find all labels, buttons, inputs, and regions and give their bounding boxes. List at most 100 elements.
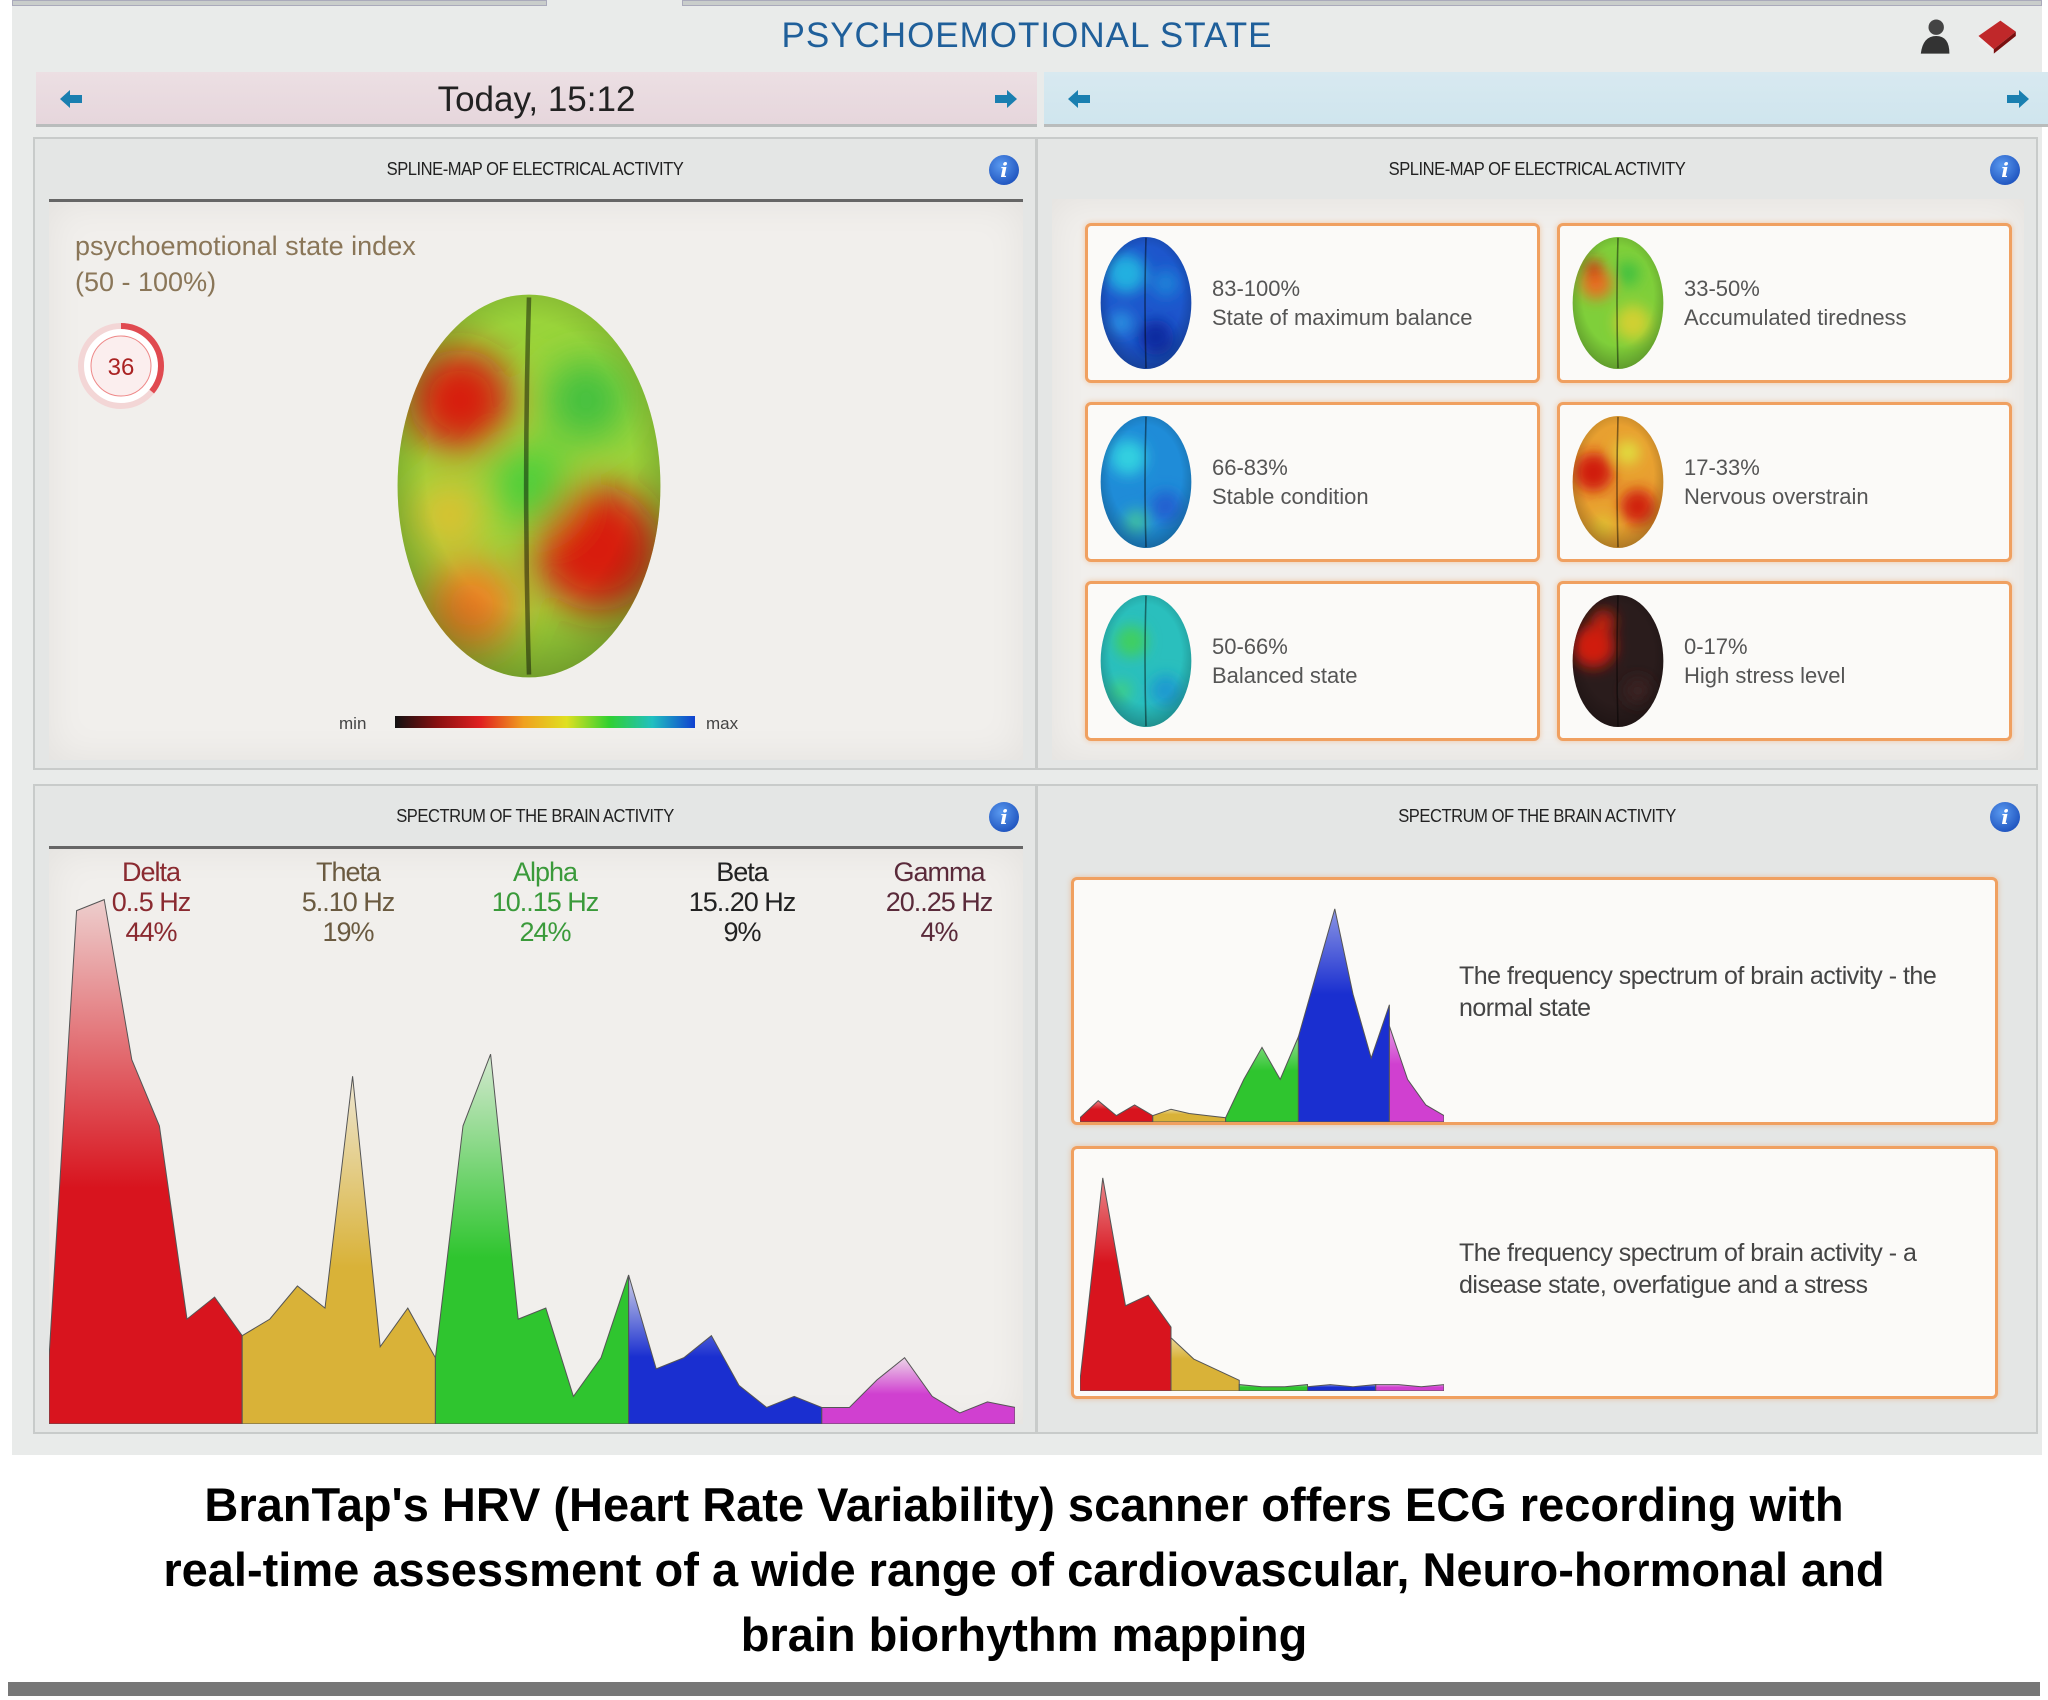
info-icon[interactable]: i (989, 155, 1019, 185)
spectrum-reference-panel: SPECTRUM OF THE BRAIN ACTIVITY i The fre… (1036, 784, 2038, 1434)
brain-thumbnail (1572, 594, 1664, 728)
band-name: Theta (315, 857, 381, 887)
info-icon[interactable]: i (1990, 802, 2020, 832)
panel-title: SPLINE-MAP OF ELECTRICAL ACTIVITY (386, 159, 684, 179)
spectrum-band-delta (1080, 1177, 1172, 1391)
legend-label: Nervous overstrain (1684, 484, 1869, 509)
date-label: Today, 15:12 (437, 80, 636, 119)
legend-card: 17-33% Nervous overstrain (1557, 402, 2012, 562)
spline-legend-panel: SPLINE-MAP OF ELECTRICAL ACTIVITY i 83-1… (1036, 137, 2038, 770)
spectrum-band-beta (628, 1274, 823, 1424)
band-range: 5..10 Hz (301, 887, 396, 917)
brain-map (397, 294, 661, 678)
legend-card: 83-100% State of maximum balance (1085, 223, 1540, 383)
stress-spectrum-plot (1080, 1177, 1444, 1391)
panel-title: SPLINE-MAP OF ELECTRICAL ACTIVITY (1388, 159, 1686, 179)
page-title: PSYCHOEMOTIONAL STATE (781, 16, 1273, 55)
legend-label: High stress level (1684, 663, 1846, 688)
legend-card: 0-17% High stress level (1557, 581, 2012, 741)
band-label: Theta 5..10 Hz 19% (268, 857, 428, 947)
legend-label: Balanced state (1212, 663, 1358, 688)
legend-range: 0-17% (1684, 634, 1748, 659)
spectrum-band-alpha (434, 1053, 630, 1424)
spline-map-panel: SPLINE-MAP OF ELECTRICAL ACTIVITY i psyc… (33, 137, 1037, 770)
index-label: psychoemotional state index (50 - 100%) (75, 228, 416, 300)
spectrum-band-beta (1307, 1384, 1377, 1391)
stress-spectrum-card: The frequency spectrum of brain activity… (1071, 1146, 1998, 1399)
index-gauge: 36 (78, 323, 164, 409)
normal-spectrum-text: The frequency spectrum of brain activity… (1459, 962, 1937, 1022)
spectrum-band-gamma (1388, 1025, 1444, 1122)
legend-range: 33-50% (1684, 276, 1760, 301)
band-name: Alpha (512, 857, 578, 887)
band-name: Gamma (893, 857, 985, 887)
legend-card: 33-50% Accumulated tiredness (1557, 223, 2012, 383)
caption-line: real-time assessment of a wide range of … (163, 1543, 1885, 1596)
top-tab[interactable] (12, 0, 547, 6)
arrow-right-icon[interactable] (2005, 88, 2031, 110)
spline-map-view: psychoemotional state index (50 - 100%) 3… (49, 199, 1023, 760)
brain-thumbnail (1572, 415, 1664, 549)
spectrum-band-alpha (1225, 1036, 1299, 1122)
index-value: 36 (108, 354, 135, 381)
caption-line: BranTap's HRV (Heart Rate Variability) s… (204, 1478, 1844, 1531)
brain-thumbnail (1572, 236, 1664, 370)
book-icon[interactable] (1974, 14, 2018, 58)
legend-area: 83-100% State of maximum balance 33-50% Acc… (1052, 199, 2024, 760)
spectrum-band-gamma (821, 1357, 1015, 1424)
band-percent: 44% (125, 917, 177, 947)
info-icon[interactable]: i (989, 802, 1019, 832)
date-nav-left: Today, 15:12 (36, 72, 1037, 127)
band-percent: 19% (322, 917, 374, 947)
stress-spectrum-text: The frequency spectrum of brain activity… (1459, 1239, 1917, 1299)
band-name: Beta (716, 857, 769, 887)
legend-label: Accumulated tiredness (1684, 305, 1907, 330)
spectrum-plot (49, 898, 1015, 1424)
caption: BranTap's HRV (Heart Rate Variability) s… (0, 1472, 2048, 1667)
band-percent: 4% (920, 917, 958, 947)
spectrum-band-theta (1170, 1336, 1240, 1391)
arrow-left-icon[interactable] (1066, 88, 1092, 110)
band-range: 0..5 Hz (111, 887, 192, 917)
normal-spectrum-card: The frequency spectrum of brain activity… (1071, 877, 1998, 1125)
band-percent: 24% (519, 917, 571, 947)
user-icon[interactable] (1912, 14, 1956, 58)
date-nav-right (1044, 72, 2048, 127)
info-icon[interactable]: i (1990, 155, 2020, 185)
band-label: Delta 0..5 Hz 44% (71, 857, 231, 947)
legend-label: State of maximum balance (1212, 305, 1473, 330)
band-name: Delta (121, 857, 181, 887)
spectrum-band-beta (1297, 908, 1390, 1122)
spectrum-chart: Delta 0..5 Hz 44% Theta 5..10 Hz 19% Alpha 10..… (49, 846, 1023, 1424)
band-range: 20..25 Hz (885, 887, 994, 917)
spectrum-band-gamma (1375, 1384, 1444, 1391)
caption-line: brain biorhythm mapping (740, 1608, 1308, 1661)
brain-thumbnail (1100, 415, 1192, 549)
bottom-divider (8, 1682, 2040, 1696)
spectrum-band-delta (1080, 1100, 1154, 1122)
band-label: Beta 15..20 Hz 9% (662, 857, 822, 947)
index-title: psychoemotional state index (75, 231, 416, 261)
arrow-right-icon[interactable] (993, 88, 1019, 110)
legend-label: Stable condition (1212, 484, 1369, 509)
band-label: Alpha 10..15 Hz 24% (465, 857, 625, 947)
top-tab[interactable] (682, 0, 2042, 6)
panel-title: SPECTRUM OF THE BRAIN ACTIVITY (396, 806, 674, 826)
index-range: (50 - 100%) (75, 267, 217, 297)
scale-min-label: min (339, 714, 367, 733)
app-screen: PSYCHOEMOTIONAL STATE Today, 15:12 SPLIN… (12, 0, 2048, 1455)
spectrum-band-theta (241, 1076, 436, 1424)
arrow-left-icon[interactable] (58, 88, 84, 110)
spectrum-band-delta (49, 898, 243, 1424)
legend-card: 66-83% Stable condition (1085, 402, 1540, 562)
band-range: 15..20 Hz (688, 887, 797, 917)
color-scale-bar (395, 716, 695, 728)
legend-range: 17-33% (1684, 455, 1760, 480)
legend-card: 50-66% Balanced state (1085, 581, 1540, 741)
normal-spectrum-plot (1080, 908, 1444, 1122)
legend-range: 83-100% (1212, 276, 1301, 301)
panel-title: SPECTRUM OF THE BRAIN ACTIVITY (1398, 806, 1676, 826)
brain-thumbnail (1100, 236, 1192, 370)
spectrum-band-alpha (1238, 1384, 1308, 1391)
brain-thumbnail (1100, 594, 1192, 728)
